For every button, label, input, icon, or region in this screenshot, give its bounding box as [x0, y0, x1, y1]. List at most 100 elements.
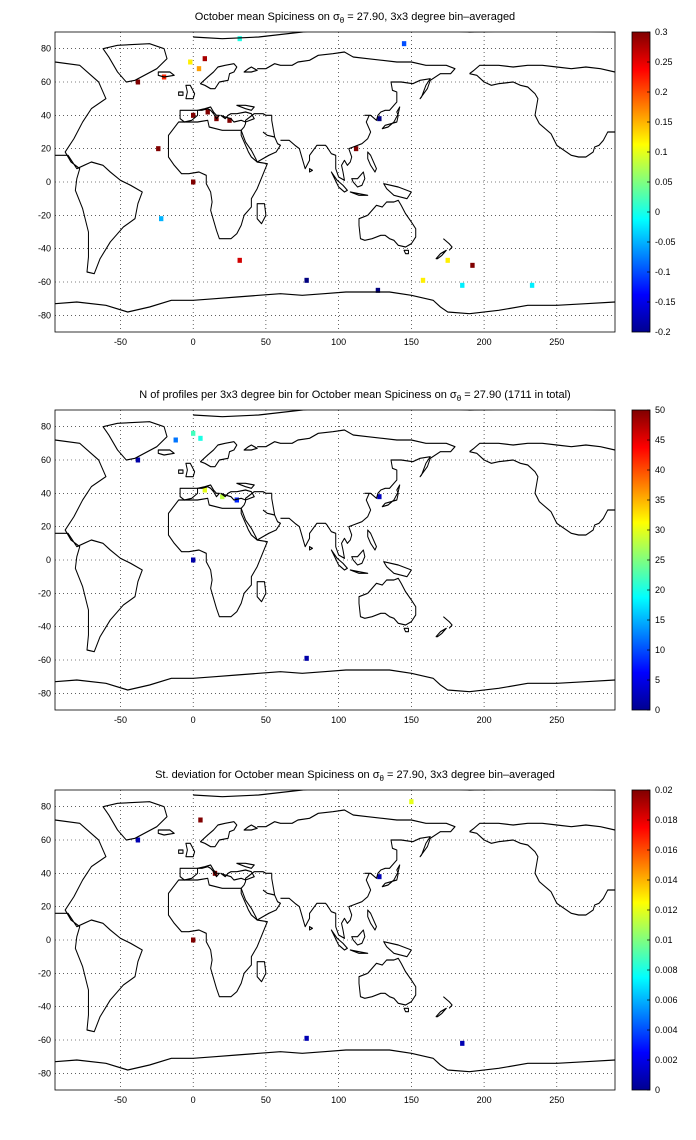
colorbar-tick-label: 0.01	[655, 935, 673, 945]
data-cell	[196, 66, 202, 72]
colorbar-tick-label: 0.012	[655, 905, 678, 915]
data-cell	[237, 36, 242, 42]
colorbar-tick-label: 5	[655, 675, 660, 685]
data-cell	[198, 817, 203, 823]
colorbar: 0.3 0.25 0.2 0.15 0.1 0.05 0 -0.05 -0.1 -0.15 -0.2	[631, 27, 676, 337]
data-cell	[220, 494, 225, 500]
colorbar-tick-label: 15	[655, 615, 665, 625]
colorbar-tick-label: 0.014	[655, 875, 678, 885]
y-tick-label: -80	[38, 688, 51, 698]
y-tick-label: 80	[41, 422, 51, 432]
data-cell	[353, 146, 359, 152]
data-cell	[375, 287, 381, 293]
colorbar-tick-label: 0	[655, 207, 660, 217]
data-cell	[237, 257, 242, 263]
y-tick-label: 80	[41, 802, 51, 812]
x-tick-label: 0	[191, 715, 196, 725]
y-tick-label: 60	[41, 455, 51, 465]
y-tick-label: 40	[41, 868, 51, 878]
colorbar-tick-label: 40	[655, 465, 665, 475]
x-tick-label: -50	[114, 337, 127, 347]
map-panel-std: St. deviation for October mean Spiciness…	[38, 769, 678, 1105]
y-tick-label: 0	[46, 935, 51, 945]
data-cell	[191, 557, 196, 563]
data-cell	[420, 277, 426, 283]
y-tick-label: 20	[41, 902, 51, 912]
colorbar-tick-label: 0.018	[655, 815, 678, 825]
data-cell	[156, 146, 161, 152]
y-tick-label: 40	[41, 110, 51, 120]
x-tick-label: 200	[477, 337, 492, 347]
x-tick-label: 150	[404, 715, 419, 725]
x-tick-label: 100	[331, 337, 346, 347]
x-tick-label: 0	[191, 337, 196, 347]
x-tick-label: -50	[114, 1095, 127, 1105]
data-cell	[191, 937, 196, 943]
y-tick-label: 20	[41, 144, 51, 154]
data-cells	[135, 430, 382, 661]
colorbar-tick-label: 0.008	[655, 965, 678, 975]
colorbar: 0.02 0.018 0.016 0.014 0.012 0.01 0.008 0.006 0.…	[631, 785, 678, 1095]
panel-title: N of profiles per 3x3 degree bin for Oct…	[139, 389, 570, 403]
data-cell	[188, 59, 193, 65]
y-tick-label: -20	[38, 968, 51, 978]
data-cell	[401, 41, 407, 47]
y-tick-label: 0	[46, 555, 51, 565]
colorbar-tick-label: 0.05	[655, 177, 673, 187]
colorbar-tick-label: -0.05	[655, 237, 676, 247]
x-tick-label: 200	[477, 1095, 492, 1105]
x-tick-label: 150	[404, 337, 419, 347]
colorbar-tick-label: 0.25	[655, 57, 673, 67]
y-tick-label: -40	[38, 244, 51, 254]
y-tick-label: -40	[38, 622, 51, 632]
colorbar-tick-label: 20	[655, 585, 665, 595]
data-cell	[173, 437, 178, 443]
y-tick-label: 40	[41, 488, 51, 498]
colorbar-tick-label: 0.02	[655, 785, 673, 795]
x-tick-label: 50	[261, 1095, 271, 1105]
colorbar-tick-label: 45	[655, 435, 665, 445]
y-tick-label: 80	[41, 44, 51, 54]
y-tick-label: -20	[38, 210, 51, 220]
data-cell	[377, 494, 382, 500]
colorbar-tick-label: -0.1	[655, 267, 671, 277]
x-tick-label: 0	[191, 1095, 196, 1105]
y-tick-label: -40	[38, 1002, 51, 1012]
data-cell	[445, 257, 450, 263]
data-cell	[205, 109, 210, 115]
colorbar-tick-label: 0.15	[655, 117, 673, 127]
y-tick-label: -60	[38, 1035, 51, 1045]
y-tick-label: -60	[38, 277, 51, 287]
x-tick-label: 100	[331, 715, 346, 725]
data-cell	[529, 282, 535, 288]
y-tick-label: 60	[41, 835, 51, 845]
colorbar-tick-label: 30	[655, 525, 665, 535]
colorbar-tick-label: 25	[655, 555, 665, 565]
data-cell	[202, 487, 207, 493]
data-cell	[227, 117, 232, 123]
data-cell	[460, 1040, 465, 1046]
colorbar-tick-label: 0.3	[655, 27, 668, 37]
x-tick-label: 100	[331, 1095, 346, 1105]
panel-title: St. deviation for October mean Spiciness…	[155, 769, 555, 783]
y-tick-label: 60	[41, 77, 51, 87]
y-tick-label: 20	[41, 522, 51, 532]
data-cell	[202, 56, 207, 62]
data-cell	[191, 179, 196, 185]
colorbar-tick-label: 0.002	[655, 1055, 678, 1065]
x-tick-label: 50	[261, 337, 271, 347]
y-tick-label: -80	[38, 1068, 51, 1078]
x-tick-label: 250	[549, 1095, 564, 1105]
colorbar-tick-label: 0	[655, 705, 660, 715]
data-cell	[304, 1035, 309, 1041]
y-tick-label: -60	[38, 655, 51, 665]
x-tick-label: 250	[549, 715, 564, 725]
x-tick-label: 50	[261, 715, 271, 725]
x-tick-label: -50	[114, 715, 127, 725]
data-cell	[135, 457, 141, 463]
y-tick-label: 0	[46, 177, 51, 187]
map-panel-count: N of profiles per 3x3 degree bin for Oct…	[38, 389, 665, 725]
data-cell	[191, 112, 196, 118]
x-tick-label: 250	[549, 337, 564, 347]
y-tick-label: -80	[38, 310, 51, 320]
